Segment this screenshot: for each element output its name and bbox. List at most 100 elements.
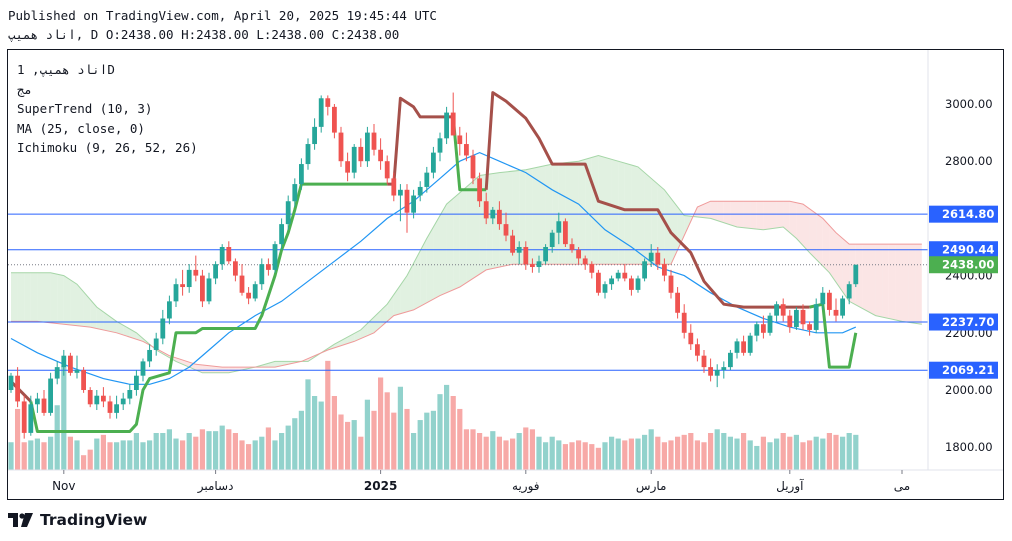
tradingview-logo[interactable]: TradingView [8,511,147,529]
volume-bar [787,436,793,470]
volume-bar [463,429,469,470]
cloud-segment [710,201,718,221]
candle-body [226,247,232,262]
volume-bar [219,425,225,470]
cloud-segment [750,201,757,230]
candle-body [668,275,674,293]
candle-body [391,178,397,196]
candle-body [800,309,806,325]
volume-bar [826,433,832,470]
cloud-segment [763,201,770,230]
volume-bar [74,440,80,470]
candle-body [708,367,713,376]
cloud-segment [360,323,368,339]
volume-bar [21,442,27,470]
candle-body [127,390,133,399]
legend-ichimoku[interactable]: Ichimoku (9, 26, 52, 26) [17,140,198,155]
volume-bar [529,429,535,470]
candle-body [21,401,27,433]
candle-body [853,264,859,285]
volume-bar [87,449,93,470]
volume-bar [714,429,720,470]
candle-body [549,232,555,247]
candle-body [193,269,199,276]
legend-ma[interactable]: MA (25, close, 0) [17,120,145,136]
candle-body [371,132,377,150]
volume-bar [338,414,344,470]
cloud-segment [492,172,500,269]
cloud-segment [433,215,440,300]
candle-body [490,209,496,219]
candle-body [279,224,284,245]
volume-bar [120,440,126,470]
candle-body [120,398,126,405]
candle-body [365,132,370,162]
volume-bar [721,433,727,470]
candle-body [807,324,812,330]
candle-body [252,284,258,299]
volume-bar [820,438,826,470]
volume-bar [503,440,509,470]
volume-series [8,360,859,470]
chart-frame[interactable]: 3000.00 2800.00 2400.00 2200.00 2000.00 1800.… [7,49,1004,500]
candle-body [497,209,502,225]
cloud-segment [591,155,599,265]
candle-body [101,395,106,402]
volume-bar [226,429,232,470]
volume-bar [417,420,423,470]
candle-body [81,369,86,390]
volume-bar [655,436,661,470]
tradingview-logo-text: TradingView [40,511,148,529]
candle-body [662,264,667,276]
candle-body [681,312,687,333]
candle-body [259,264,265,285]
volume-bar [741,433,747,470]
volume-bar [358,436,364,470]
legend-symbol[interactable]: اناد همیپ, 1D [17,62,115,77]
price-chart[interactable]: 3000.002800.002400.002200.002000.001800.… [8,50,1003,499]
candle-body [266,264,271,270]
cloud-segment [638,166,645,265]
volume-bar [331,396,337,470]
candle-body [61,355,67,368]
candle-body [54,367,60,379]
price-axis-tick-label: 2000.00 [945,383,993,397]
cloud-segment [420,238,427,307]
candle-body [609,278,614,285]
volume-bar [727,436,733,470]
candle-body [351,146,357,173]
price-axis: 3000.002800.002400.002200.002000.001800.… [945,97,993,454]
volume-bar [279,433,285,470]
cloud-segment [50,272,58,324]
volume-bar [364,399,370,470]
candle-body [714,369,720,376]
candle-body [404,189,410,213]
candle-body [563,221,568,245]
candle-body [332,106,337,133]
cloud-segment [268,361,275,368]
volume-bar [166,429,172,470]
volume-bar [635,438,641,470]
volume-bar [780,433,786,470]
volume-bar [345,421,351,470]
cloud-segment [459,186,467,288]
candle-body [140,361,146,376]
candle-body [635,278,641,290]
volume-bar [668,440,674,470]
cloud-segment [446,198,454,293]
legend-supertrend[interactable]: SuperTrend (10, 3) [17,101,153,116]
volume-bar [246,444,252,470]
volume-bar [774,438,780,470]
volume-bar [549,436,555,470]
volume-bar [292,418,298,470]
volume-bar [351,420,357,470]
cloud-segment [70,279,77,326]
candle-body [68,355,73,373]
volume-bar [173,438,179,470]
time-axis-label: 2025 [364,479,397,493]
volume-bar [61,366,67,470]
candle-body [813,304,819,330]
cloud-segment [407,263,414,312]
candle-body [615,272,621,279]
cloud-segment [803,204,810,253]
